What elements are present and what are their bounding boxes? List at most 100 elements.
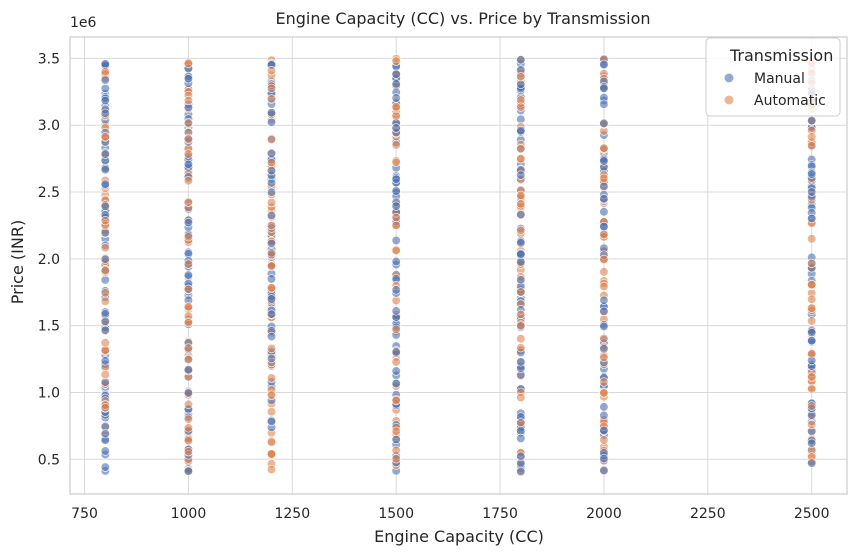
chart-title: Engine Capacity (CC) vs. Price by Transm… bbox=[275, 9, 650, 28]
point-manual bbox=[183, 74, 193, 84]
point-automatic bbox=[807, 316, 817, 326]
point-manual bbox=[599, 207, 609, 217]
point-automatic bbox=[183, 95, 193, 106]
point-manual bbox=[266, 166, 277, 176]
point-automatic bbox=[100, 338, 110, 348]
point-manual bbox=[599, 156, 609, 166]
point-manual bbox=[183, 388, 193, 398]
point-automatic bbox=[391, 245, 401, 255]
point-automatic bbox=[599, 333, 609, 344]
point-manual bbox=[266, 238, 277, 249]
legend-label-manual: Manual bbox=[754, 71, 805, 87]
point-automatic bbox=[516, 392, 526, 403]
point-manual bbox=[100, 179, 110, 189]
point-manual bbox=[516, 257, 526, 267]
y-tick-label: 3.5 bbox=[38, 51, 60, 67]
point-manual bbox=[807, 169, 817, 179]
point-automatic bbox=[391, 140, 401, 150]
point-automatic bbox=[266, 343, 277, 354]
point-automatic bbox=[599, 254, 609, 265]
point-automatic bbox=[266, 407, 277, 417]
point-manual bbox=[391, 93, 401, 103]
y-tick-label: 3.0 bbox=[38, 118, 60, 134]
x-tick-label: 2000 bbox=[586, 506, 622, 522]
point-automatic bbox=[391, 324, 401, 334]
point-manual bbox=[266, 210, 277, 220]
point-manual bbox=[391, 201, 401, 211]
point-automatic bbox=[183, 318, 193, 328]
y-tick-label: 2.0 bbox=[38, 252, 60, 268]
point-automatic bbox=[516, 321, 526, 331]
point-automatic bbox=[516, 225, 526, 235]
point-manual bbox=[807, 213, 817, 224]
point-automatic bbox=[391, 395, 401, 406]
x-tick-label: 1500 bbox=[378, 506, 414, 522]
point-automatic bbox=[100, 369, 110, 380]
point-automatic bbox=[100, 67, 110, 77]
point-automatic bbox=[183, 423, 193, 433]
point-manual bbox=[100, 446, 110, 456]
point-automatic bbox=[183, 284, 193, 294]
point-manual bbox=[391, 366, 401, 376]
point-manual bbox=[391, 285, 401, 295]
point-automatic bbox=[516, 154, 526, 164]
point-manual bbox=[599, 410, 609, 421]
point-manual bbox=[807, 328, 817, 338]
point-automatic bbox=[100, 216, 110, 226]
point-automatic bbox=[516, 199, 526, 209]
y-tick-label: 2.5 bbox=[38, 185, 60, 201]
point-manual bbox=[516, 357, 526, 367]
point-manual bbox=[100, 149, 110, 159]
point-automatic bbox=[183, 232, 193, 242]
point-automatic bbox=[266, 94, 277, 104]
legend-title: Transmission bbox=[729, 46, 833, 65]
y-tick-label: 1.0 bbox=[38, 385, 60, 401]
point-manual bbox=[599, 344, 609, 354]
point-manual bbox=[391, 69, 401, 79]
point-automatic bbox=[266, 248, 277, 258]
point-automatic bbox=[183, 343, 193, 353]
point-manual bbox=[599, 194, 609, 204]
point-automatic bbox=[807, 401, 817, 411]
point-manual bbox=[516, 210, 526, 220]
point-automatic bbox=[266, 221, 277, 231]
point-automatic bbox=[183, 436, 193, 446]
point-manual bbox=[183, 270, 193, 280]
point-automatic bbox=[183, 302, 193, 312]
point-manual bbox=[266, 331, 277, 342]
point-automatic bbox=[183, 149, 193, 159]
point-automatic bbox=[266, 437, 277, 447]
point-automatic bbox=[807, 303, 817, 313]
point-automatic bbox=[100, 403, 110, 413]
point-automatic bbox=[266, 390, 277, 400]
point-automatic bbox=[183, 414, 193, 424]
point-automatic bbox=[516, 287, 526, 297]
point-manual bbox=[599, 83, 609, 93]
point-automatic bbox=[183, 58, 193, 68]
y-tick-label: 0.5 bbox=[38, 452, 60, 468]
point-manual bbox=[391, 434, 401, 445]
x-axis-label: Engine Capacity (CC) bbox=[374, 527, 544, 546]
point-manual bbox=[183, 466, 193, 476]
point-manual bbox=[599, 321, 609, 332]
point-automatic bbox=[391, 426, 401, 436]
point-automatic bbox=[599, 267, 609, 277]
point-automatic bbox=[807, 132, 817, 142]
point-automatic bbox=[391, 111, 401, 121]
point-manual bbox=[266, 108, 277, 118]
point-manual bbox=[183, 218, 193, 228]
point-automatic bbox=[266, 464, 277, 475]
y-axis-ticks: 0.5 1.0 1.5 2.0 2.5 3.0 3.5 bbox=[38, 51, 60, 468]
point-manual bbox=[100, 165, 110, 175]
point-manual bbox=[183, 159, 193, 169]
point-manual bbox=[100, 325, 110, 335]
point-manual bbox=[266, 294, 277, 304]
point-automatic bbox=[266, 373, 277, 383]
x-axis-ticks: 750 1000 1250 1500 1750 2000 2250 2500 bbox=[71, 506, 829, 522]
point-automatic bbox=[183, 355, 193, 365]
point-automatic bbox=[807, 372, 817, 382]
y-axis-label: Price (INR) bbox=[8, 220, 27, 304]
point-automatic bbox=[266, 134, 277, 145]
x-tick-label: 1250 bbox=[274, 506, 310, 522]
